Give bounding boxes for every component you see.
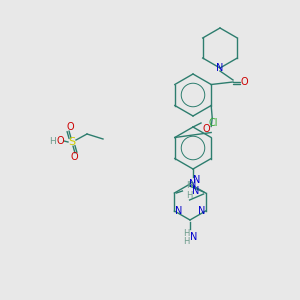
Text: H: H: [183, 230, 189, 238]
Text: H: H: [183, 238, 189, 247]
Text: S: S: [68, 137, 76, 147]
Text: N: N: [175, 206, 182, 216]
Text: N: N: [216, 63, 224, 73]
Text: O: O: [240, 77, 248, 87]
Text: H: H: [49, 136, 56, 146]
Text: N: N: [198, 206, 205, 216]
Text: H: H: [186, 182, 193, 190]
Text: N: N: [193, 175, 201, 185]
Text: O: O: [56, 136, 64, 146]
Text: N: N: [192, 186, 199, 196]
Text: H: H: [186, 191, 193, 200]
Text: N: N: [190, 232, 198, 242]
Text: O: O: [70, 152, 78, 162]
Text: N: N: [189, 179, 197, 189]
Text: Cl: Cl: [208, 118, 218, 128]
Text: O: O: [66, 122, 74, 132]
Text: O: O: [202, 124, 210, 134]
